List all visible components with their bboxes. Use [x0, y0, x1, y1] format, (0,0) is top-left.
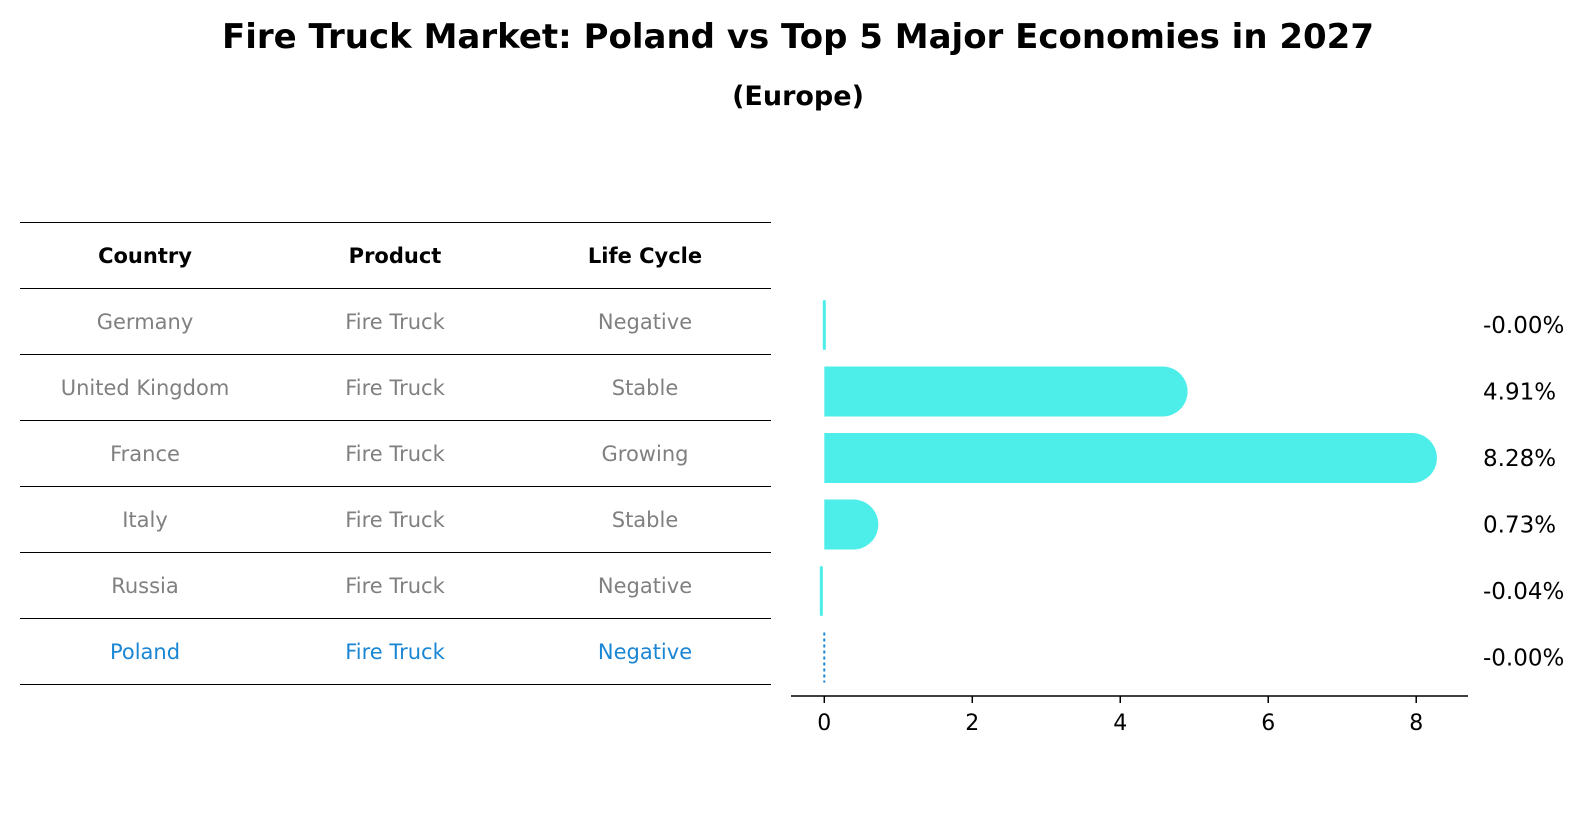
table-header-row: Country Product Life Cycle	[20, 222, 771, 288]
table-row: Italy Fire Truck Stable	[20, 486, 771, 552]
cell-country: Poland	[109, 639, 181, 664]
cell-life-cycle: Stable	[611, 507, 679, 532]
x-tick-label: 2	[965, 711, 979, 736]
table-row-highlight: Poland Fire Truck Negative	[20, 618, 771, 685]
cell-country: Italy	[122, 507, 168, 532]
cell-life-cycle: Stable	[611, 375, 679, 400]
bar	[824, 366, 1188, 417]
bar	[819, 566, 823, 616]
cell-product: Fire Truck	[345, 375, 445, 400]
x-tick-label: 4	[1113, 711, 1127, 736]
cell-life-cycle: Negative	[597, 573, 693, 598]
cell-life-cycle: Negative	[597, 639, 693, 664]
table-row: Russia Fire Truck Negative	[20, 552, 771, 618]
table-row: Germany Fire Truck Negative	[20, 288, 771, 354]
header-country: Country	[98, 243, 192, 268]
cell-country: Russia	[111, 573, 179, 598]
bar-value-label: 4.91%	[1483, 380, 1556, 406]
bar-value-label: -0.00%	[1483, 646, 1564, 672]
x-tick-label: 0	[817, 711, 831, 736]
x-tick-label: 8	[1409, 711, 1423, 736]
bar	[824, 433, 1437, 483]
chart-title: Fire Truck Market: Poland vs Top 5 Major…	[222, 17, 1374, 57]
cell-product: Fire Truck	[345, 639, 445, 664]
bar-value-label: -0.00%	[1483, 313, 1564, 339]
header-product: Product	[348, 243, 442, 268]
table-row: France Fire Truck Growing	[20, 420, 771, 486]
bar	[824, 499, 879, 550]
cell-product: Fire Truck	[345, 507, 445, 532]
header-life-cycle: Life Cycle	[587, 243, 703, 268]
cell-product: Fire Truck	[345, 573, 445, 598]
bar-value-label: -0.04%	[1483, 579, 1564, 605]
bar-value-label: 8.28%	[1483, 446, 1556, 472]
x-tick-label: 6	[1261, 711, 1275, 736]
cell-country: Germany	[96, 309, 194, 334]
bar-value-label: 0.73%	[1483, 513, 1556, 539]
cell-life-cycle: Growing	[601, 441, 689, 466]
data-table: Country Product Life Cycle Germany Fire …	[20, 222, 771, 685]
cell-country: France	[110, 441, 180, 466]
cell-product: Fire Truck	[345, 309, 445, 334]
cell-life-cycle: Negative	[597, 309, 693, 334]
cell-country: United Kingdom	[60, 375, 230, 400]
chart-subtitle: (Europe)	[732, 81, 864, 112]
table-row: United Kingdom Fire Truck Stable	[20, 354, 771, 420]
bar	[822, 300, 826, 350]
cell-product: Fire Truck	[345, 441, 445, 466]
